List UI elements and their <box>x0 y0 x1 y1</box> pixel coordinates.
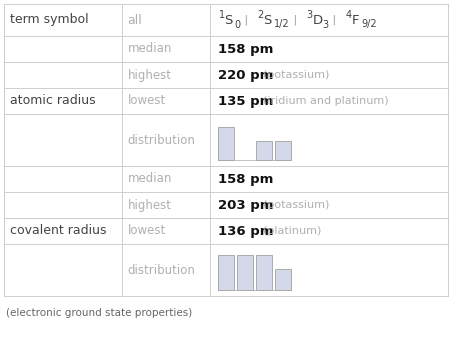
Text: lowest: lowest <box>127 224 166 237</box>
Bar <box>275 141 291 160</box>
Text: 158 pm: 158 pm <box>218 172 273 185</box>
Text: 2: 2 <box>257 11 263 20</box>
Text: F: F <box>351 13 358 26</box>
Text: lowest: lowest <box>127 94 166 107</box>
Text: atomic radius: atomic radius <box>10 94 96 107</box>
Bar <box>256 141 272 160</box>
Text: term symbol: term symbol <box>10 13 88 26</box>
Text: 135 pm: 135 pm <box>218 94 273 107</box>
Text: 1: 1 <box>218 11 224 20</box>
Text: 3: 3 <box>306 11 312 20</box>
Text: (platinum): (platinum) <box>262 226 321 236</box>
Text: highest: highest <box>127 69 171 82</box>
Text: covalent radius: covalent radius <box>10 224 106 237</box>
Text: (potassium): (potassium) <box>262 70 329 80</box>
Text: |: | <box>329 15 339 25</box>
Text: 220 pm: 220 pm <box>218 69 273 82</box>
Text: (iridium and platinum): (iridium and platinum) <box>262 96 388 106</box>
Text: |: | <box>290 15 300 25</box>
Text: 203 pm: 203 pm <box>218 199 273 212</box>
Text: (potassium): (potassium) <box>262 200 329 210</box>
Text: 158 pm: 158 pm <box>218 42 273 56</box>
Bar <box>237 255 253 290</box>
Text: |: | <box>241 15 252 25</box>
Text: S: S <box>224 13 232 26</box>
Bar <box>275 269 291 290</box>
Text: distribution: distribution <box>127 134 195 147</box>
Bar <box>256 255 272 290</box>
Text: median: median <box>127 172 172 185</box>
Text: 136 pm: 136 pm <box>218 224 273 237</box>
Text: D: D <box>312 13 322 26</box>
Text: 4: 4 <box>345 11 351 20</box>
Text: (electronic ground state properties): (electronic ground state properties) <box>6 308 192 318</box>
Text: 0: 0 <box>234 20 240 29</box>
Text: 9/2: 9/2 <box>361 20 376 29</box>
Text: all: all <box>127 13 142 26</box>
Text: S: S <box>263 13 271 26</box>
Text: distribution: distribution <box>127 264 195 277</box>
Text: 3: 3 <box>322 20 328 29</box>
Text: median: median <box>127 42 172 56</box>
Text: highest: highest <box>127 199 171 212</box>
Bar <box>218 127 234 160</box>
Bar <box>218 255 234 290</box>
Text: 1/2: 1/2 <box>273 20 289 29</box>
